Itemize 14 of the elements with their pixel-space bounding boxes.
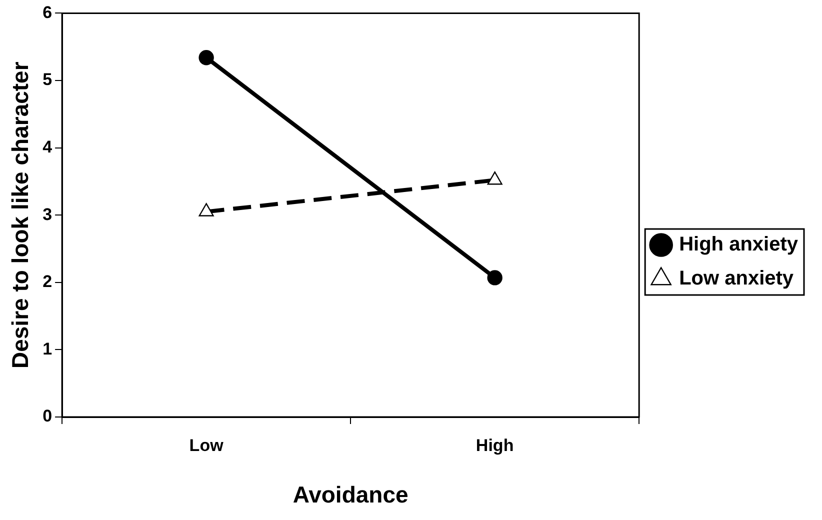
x-axis-title: Avoidance [292,482,408,508]
y-tick-label: 6 [42,2,52,22]
point [198,50,214,66]
x-tick-label: High [476,436,514,455]
y-tick-label: 4 [42,137,53,156]
y-tick-label: 5 [42,70,52,90]
x-tick-label: Low [189,436,224,455]
legend-label: Low anxiety [679,268,794,290]
y-tick-label: 3 [42,204,52,224]
y-tick-label: 0 [42,406,52,426]
y-axis-title: Desire to look like character [7,62,34,369]
y-tick-label: 1 [42,339,52,358]
legend-label: High anxiety [679,234,799,256]
y-tick-label: 2 [42,272,52,292]
